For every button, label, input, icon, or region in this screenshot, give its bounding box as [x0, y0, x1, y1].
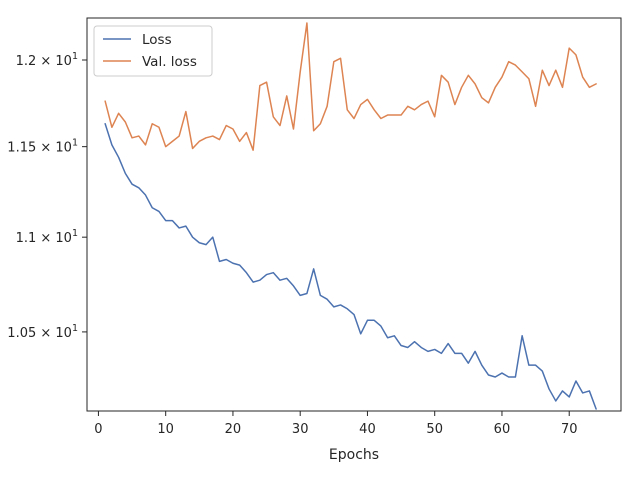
series-line-loss	[104, 123, 597, 410]
x-tick-label: 70	[561, 422, 578, 437]
plot-frame	[86, 17, 622, 412]
y-axis: 1.05 × 101 1.1 × 101 1.15 × 101 1.2 × 101	[7, 51, 87, 341]
x-tick-label: 10	[157, 422, 174, 437]
legend-label: Val. loss	[142, 54, 197, 70]
x-axis-label: Epochs	[329, 447, 379, 463]
y-tick-label: 1.15 × 101	[7, 138, 78, 156]
x-tick-label: 20	[225, 422, 242, 437]
y-tick-label: 1.05 × 101	[7, 323, 78, 341]
series-line-val-loss	[104, 22, 597, 151]
x-tick-label: 30	[292, 422, 309, 437]
x-tick-label: 0	[94, 422, 102, 437]
plot-lines	[104, 22, 597, 410]
x-tick-label: 60	[494, 422, 511, 437]
x-tick-label: 40	[359, 422, 376, 437]
legend: Loss Val. loss	[93, 25, 213, 77]
legend-label: Loss	[142, 32, 172, 48]
y-tick-label: 1.2 × 101	[16, 51, 78, 69]
x-axis: 0 10 20 30 40 50 60 70	[94, 411, 577, 437]
y-tick-label: 1.1 × 101	[16, 228, 78, 246]
x-tick-label: 50	[426, 422, 443, 437]
